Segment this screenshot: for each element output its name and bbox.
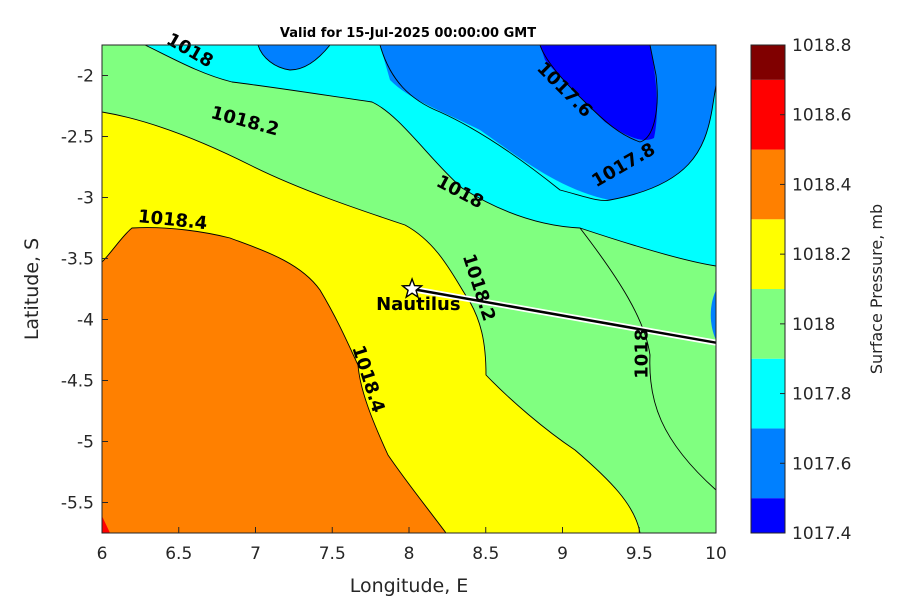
colorbar-label: Surface Pressure, mb	[867, 204, 886, 374]
x-tick-label: 8	[404, 544, 415, 564]
colorbar-swatch	[751, 428, 785, 499]
track-line	[411, 287, 717, 344]
x-tick-label: 6.5	[165, 544, 192, 564]
colorbar-tick-label: 1017.6	[792, 454, 851, 474]
level-blue-edge	[710, 290, 716, 340]
marker-label: Nautilus	[376, 294, 461, 315]
isoline-1018-east	[579, 227, 716, 491]
colorbar-tick-label: 1017.4	[792, 524, 851, 544]
colorbar-swatch	[751, 358, 785, 429]
isoline-1018-2	[102, 111, 641, 533]
x-tick-label: 9	[557, 544, 568, 564]
y-tick-label: -5.5	[61, 494, 94, 514]
y-tick-label: -3	[77, 189, 94, 209]
isoline-1017-8-dip	[257, 45, 331, 71]
x-tick-label: 7	[250, 544, 261, 564]
y-tick-label: -2.5	[61, 128, 94, 148]
station-marker: Nautilus	[376, 277, 461, 315]
colorbar: 1018.8 1018.6 1018.4 1018.2 1018 1017.8 1017.6…	[750, 36, 851, 544]
colorbar-swatch	[751, 45, 785, 80]
colorbar-tick-label: 1018.4	[792, 175, 851, 195]
colorbar-tick-label: 1018.2	[792, 245, 851, 265]
chart-title: Valid for 15-Jul-2025 00:00:00 GMT	[280, 26, 536, 41]
level-orange-region	[102, 227, 446, 533]
ship-track	[411, 286, 717, 346]
x-tick-label: 6	[97, 544, 108, 564]
colorbar-swatch	[751, 289, 785, 359]
level-blue-dip	[258, 45, 330, 70]
y-ticks: -2 -2.5 -3 -3.5 -4 -4.5 -5 -5.5	[61, 67, 108, 514]
contour-label: 1018	[631, 329, 652, 379]
y-tick-label: -2	[77, 67, 94, 87]
colorbar-swatch	[751, 498, 785, 533]
y-tick-label: -4.5	[61, 372, 94, 392]
x-tick-label: 7.5	[319, 544, 346, 564]
star-icon	[400, 277, 424, 299]
x-tick-label: 8.5	[472, 544, 499, 564]
x-tick-label: 10	[705, 544, 727, 564]
x-ticks: 6 6.5 7 7.5 8 8.5 9 9.5 10	[97, 527, 727, 564]
colorbar-swatch	[751, 219, 785, 289]
isoline-1017-6	[539, 45, 658, 143]
y-tick-label: -4	[77, 311, 94, 331]
x-axis-label: Longitude, E	[350, 575, 469, 597]
colorbar-tick-label: 1017.8	[792, 385, 851, 405]
y-axis-label: Latitude, S	[21, 238, 43, 340]
level-red-corner	[102, 516, 110, 533]
colorbar-frame	[750, 44, 786, 534]
colorbar-tick-label: 1018.6	[792, 106, 851, 126]
colorbar-swatch	[751, 79, 785, 150]
level-darkblue-region	[540, 45, 657, 140]
isoline-1017-8	[379, 45, 716, 201]
x-tick-label: 9.5	[626, 544, 653, 564]
colorbar-tick-label: 1018.8	[792, 36, 851, 56]
isoline-1018-west	[144, 45, 716, 267]
y-tick-label: -5	[77, 433, 94, 453]
colorbar-tick-label: 1018	[792, 315, 835, 335]
y-tick-label: -3.5	[61, 250, 94, 270]
isoline-1018-4	[102, 227, 447, 533]
colorbar-swatch	[751, 149, 785, 220]
